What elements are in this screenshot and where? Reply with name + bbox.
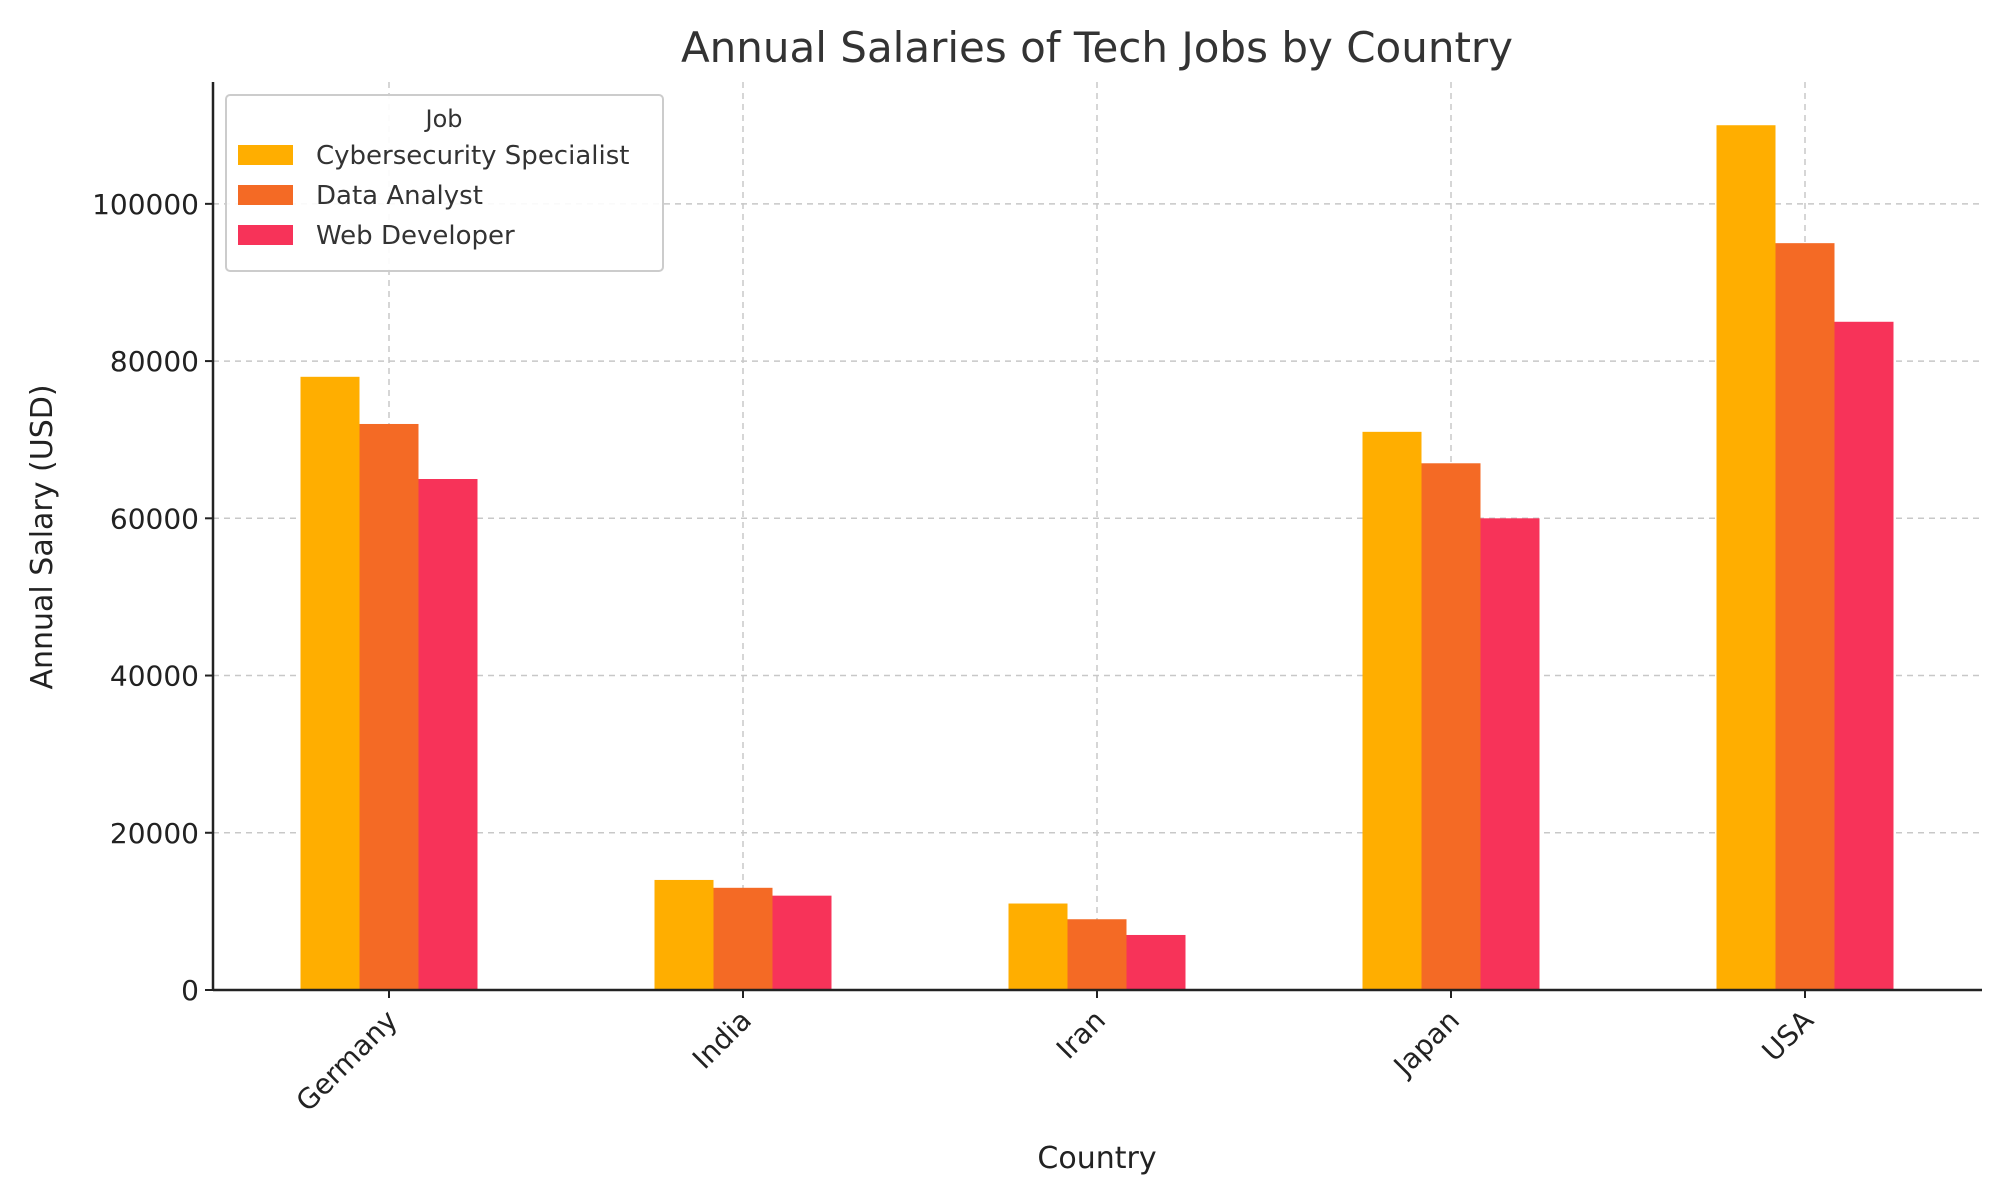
y-tick-label: 100000 xyxy=(92,188,199,221)
legend-label: Cybersecurity Specialist xyxy=(316,141,629,171)
bar-india-web-developer xyxy=(772,895,832,990)
bar-usa-cybersecurity-specialist xyxy=(1716,125,1776,990)
y-tick-label: 0 xyxy=(181,974,199,1007)
bar-japan-web-developer xyxy=(1480,518,1540,990)
legend-label: Web Developer xyxy=(316,221,515,251)
x-tick-label: Germany xyxy=(290,1004,404,1118)
legend-swatch xyxy=(238,185,293,205)
bar-japan-cybersecurity-specialist xyxy=(1362,431,1422,990)
bar-india-cybersecurity-specialist xyxy=(654,879,714,990)
y-tick-label: 80000 xyxy=(110,345,199,378)
x-tick-label: India xyxy=(686,1004,758,1076)
bar-germany-data-analyst xyxy=(359,423,419,991)
x-tick-label: Iran xyxy=(1050,1004,1112,1066)
x-axis-label: Country xyxy=(1037,1141,1156,1176)
bars-layer xyxy=(300,125,1894,991)
bar-japan-data-analyst xyxy=(1421,463,1481,990)
bar-iran-web-developer xyxy=(1126,934,1186,990)
y-tick-label: 20000 xyxy=(110,817,199,850)
bar-iran-cybersecurity-specialist xyxy=(1008,903,1068,990)
y-axis-label: Annual Salary (USD) xyxy=(25,384,60,689)
legend-swatch xyxy=(238,145,293,165)
bar-germany-web-developer xyxy=(418,479,478,990)
legend: Job Cybersecurity Specialist Data Analyst… xyxy=(225,94,664,272)
legend-swatch xyxy=(238,225,293,245)
bar-india-data-analyst xyxy=(713,887,773,990)
y-tick-label: 60000 xyxy=(110,502,199,535)
legend-box xyxy=(225,94,664,272)
x-tick-label: USA xyxy=(1756,1004,1820,1068)
x-tick-label: Japan xyxy=(1386,1004,1466,1084)
legend-items: Cybersecurity Specialist Data Analyst Web … xyxy=(238,141,629,251)
bar-usa-web-developer xyxy=(1834,321,1894,990)
legend-title: Job xyxy=(424,105,463,133)
y-tick-label: 40000 xyxy=(110,660,199,693)
bar-iran-data-analyst xyxy=(1067,919,1127,990)
bar-usa-data-analyst xyxy=(1775,243,1835,991)
bar-germany-cybersecurity-specialist xyxy=(300,376,360,991)
legend-label: Data Analyst xyxy=(316,181,483,211)
chart-title: Annual Salaries of Tech Jobs by Country xyxy=(681,23,1513,72)
